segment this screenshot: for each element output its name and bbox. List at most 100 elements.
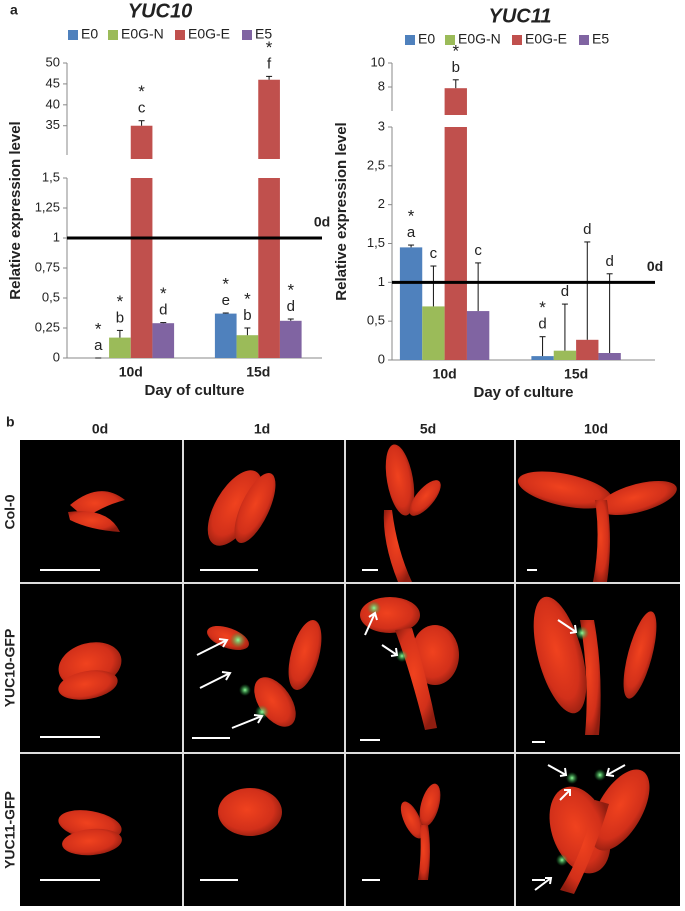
significance-letter: d: [287, 298, 295, 315]
y-tick-label: 0,25: [35, 319, 60, 334]
legend-swatch: [68, 30, 78, 40]
significance-star: *: [117, 292, 124, 311]
significance-star: *: [452, 41, 459, 60]
y-tick-label: 10: [371, 54, 385, 69]
y-axis-label: Relative expression level: [7, 121, 24, 299]
y-tick-label: 0: [378, 351, 385, 366]
bar: [258, 178, 280, 358]
x-axis-label: Day of culture: [473, 384, 573, 401]
significance-letter: f: [267, 55, 272, 72]
row-label: YUC11-GFP: [2, 791, 18, 869]
bar: [152, 323, 175, 358]
significance-star: *: [287, 280, 294, 299]
row-label: Col-0: [2, 494, 18, 529]
y-axis-label: Relative expression level: [333, 122, 350, 300]
y-tick-label: 45: [46, 75, 60, 90]
legend-swatch: [579, 35, 589, 45]
legend-label: E0G-N: [458, 31, 501, 47]
row-label: YUC10-GFP: [2, 629, 18, 708]
y-tick-label: 1: [53, 229, 60, 244]
panel-label: a: [10, 2, 18, 18]
significance-star: *: [160, 284, 167, 303]
column-header: 0d: [92, 421, 108, 437]
legend-swatch: [512, 35, 522, 45]
chart-title: YUC10: [128, 0, 192, 22]
significance-star: *: [95, 319, 102, 338]
significance-letter: c: [138, 100, 146, 117]
significance-letter: d: [605, 253, 613, 270]
bar: [279, 320, 302, 358]
significance-letter: d: [561, 283, 569, 300]
significance-letter: b: [116, 309, 124, 326]
significance-star: *: [266, 38, 273, 57]
legend-swatch: [242, 30, 252, 40]
micrograph-grid: [20, 440, 680, 906]
bar: [553, 350, 577, 360]
legend-swatch: [405, 35, 415, 45]
bar: [399, 247, 423, 360]
bar: [109, 337, 131, 358]
significance-letter: d: [538, 316, 546, 333]
significance-star: *: [244, 289, 251, 308]
significance-letter: c: [430, 245, 438, 262]
x-tick-label: 15d: [564, 366, 588, 382]
x-axis-label: Day of culture: [144, 382, 244, 399]
legend-swatch: [175, 30, 185, 40]
y-tick-label: 2,5: [367, 157, 385, 172]
bar: [466, 311, 490, 360]
bar: [130, 125, 153, 159]
bar: [258, 79, 280, 159]
y-tick-label: 0,75: [35, 259, 60, 274]
significance-star: *: [222, 274, 229, 293]
y-tick-label: 50: [46, 54, 60, 69]
legend-label: E5: [255, 26, 272, 42]
legend-label: E0G-E: [188, 26, 230, 42]
legend-label: E5: [592, 31, 609, 47]
bar: [130, 178, 153, 358]
y-tick-label: 2: [378, 196, 385, 211]
significance-letter: e: [222, 292, 230, 309]
y-tick-label: 0,5: [367, 313, 385, 328]
y-tick-label: 0: [53, 349, 60, 364]
column-header: 10d: [584, 421, 608, 437]
significance-star: *: [408, 207, 415, 226]
significance-letter: a: [407, 224, 416, 241]
significance-star: *: [138, 82, 145, 101]
legend-label: E0G-N: [121, 26, 164, 42]
column-header: 1d: [254, 421, 270, 437]
bar: [444, 127, 467, 360]
bar: [422, 306, 445, 360]
legend-swatch: [445, 35, 455, 45]
reference-label: 0d: [314, 214, 330, 230]
chart-title: YUC11: [489, 5, 552, 27]
bar: [236, 335, 259, 358]
y-tick-label: 1,5: [367, 235, 385, 250]
significance-letter: b: [243, 307, 251, 324]
y-tick-label: 8: [378, 78, 385, 93]
x-tick-label: 15d: [246, 364, 270, 380]
significance-star: *: [539, 298, 546, 317]
bar: [531, 356, 554, 360]
y-tick-label: 3: [378, 118, 385, 133]
x-tick-label: 10d: [433, 366, 457, 382]
y-tick-label: 35: [46, 117, 60, 132]
y-tick-label: 0,5: [42, 289, 60, 304]
significance-letter: b: [452, 59, 460, 76]
panel-label: b: [6, 414, 15, 430]
column-header: 5d: [420, 421, 436, 437]
bar: [576, 339, 599, 360]
significance-letter: d: [583, 221, 591, 238]
x-tick-label: 10d: [119, 364, 143, 380]
significance-letter: a: [94, 337, 103, 354]
significance-letter: d: [159, 302, 167, 319]
reference-label: 0d: [647, 258, 663, 274]
legend-swatch: [108, 30, 118, 40]
legend-label: E0: [81, 26, 98, 42]
bar: [214, 313, 237, 358]
y-tick-label: 1,5: [42, 169, 60, 184]
y-tick-label: 1: [378, 274, 385, 289]
legend-label: E0: [418, 31, 435, 47]
y-tick-label: 1,25: [35, 199, 60, 214]
y-tick-label: 40: [46, 96, 60, 111]
